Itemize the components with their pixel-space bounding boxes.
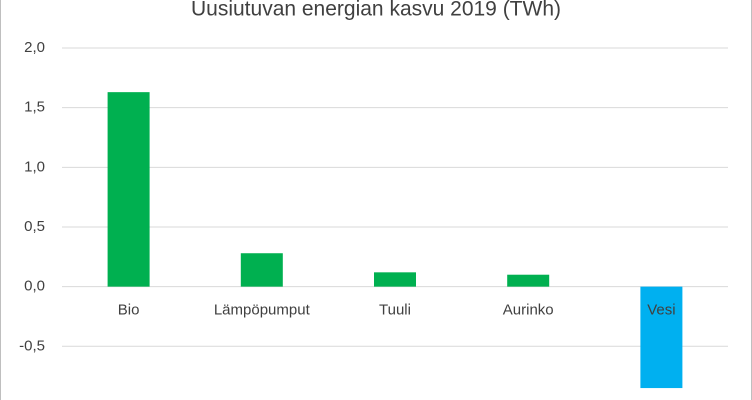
y-tick-label: 2,0 bbox=[24, 39, 45, 56]
bar bbox=[640, 286, 683, 389]
y-tick-label: 0,0 bbox=[24, 278, 45, 295]
chart-title: Uusiutuvan energian kasvu 2019 (TWh) bbox=[191, 0, 561, 21]
bar bbox=[507, 274, 550, 287]
y-tick-label: 0,5 bbox=[24, 218, 45, 235]
x-tick-label: Bio bbox=[118, 302, 140, 319]
x-tick-label: Vesi bbox=[647, 302, 675, 319]
y-tick-label: -0,5 bbox=[19, 337, 45, 354]
x-tick-label: Tuuli bbox=[379, 302, 411, 319]
bar bbox=[107, 92, 150, 287]
y-tick-label: 1,5 bbox=[24, 99, 45, 116]
y-tick-label: 1,0 bbox=[24, 158, 45, 175]
bar bbox=[374, 272, 416, 287]
x-tick-label: Aurinko bbox=[503, 302, 554, 319]
bar bbox=[240, 253, 283, 287]
x-tick-label: Lämpöpumput bbox=[214, 302, 311, 319]
